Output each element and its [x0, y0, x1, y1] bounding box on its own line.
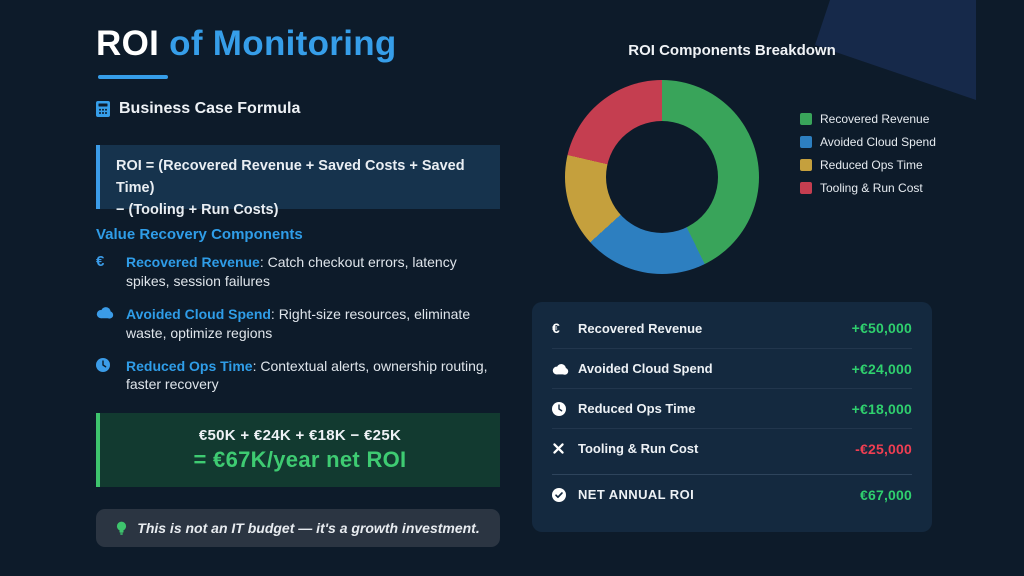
legend-item: Tooling & Run Cost: [800, 181, 936, 195]
page-title-part2: of Monitoring: [159, 24, 397, 63]
cloud-icon: [96, 305, 118, 343]
component-desc: : Catch checkout errors, latency spikes,…: [126, 254, 457, 289]
row-value: +€24,000: [851, 360, 912, 377]
right-column: ROI Components Breakdown Recovered Reven…: [532, 0, 936, 576]
table-row: € Recovered Revenue +€50,000: [552, 308, 912, 348]
legend-label: Reduced Ops Time: [820, 158, 923, 172]
formula-box: ROI = (Recovered Revenue + Saved Costs +…: [96, 145, 500, 218]
page-title: ROI of Monitoring: [96, 24, 397, 64]
legend-swatch: [800, 113, 812, 125]
formula-line2: − (Tooling + Run Costs): [116, 201, 279, 218]
clock-icon: [96, 357, 118, 395]
tools-icon: [552, 442, 578, 455]
row-label: Tooling & Run Cost: [578, 441, 699, 456]
table-row: Tooling & Run Cost -€25,000: [552, 428, 912, 468]
check-circle-icon: [552, 487, 578, 502]
left-column: ROI of Monitoring Business Case Formula …: [96, 0, 500, 576]
legend-swatch: [800, 182, 812, 194]
note-text: This is not an IT budget — it's a growth…: [137, 520, 480, 536]
formula-line1: ROI = (Recovered Revenue + Saved Costs +…: [116, 158, 465, 196]
chart-title: ROI Components Breakdown: [628, 42, 836, 59]
list-item: Avoided Cloud Spend: Right-size resource…: [96, 305, 500, 343]
component-term: Reduced Ops Time: [126, 357, 253, 374]
legend-swatch: [800, 159, 812, 171]
note-box: This is not an IT budget — it's a growth…: [96, 509, 500, 547]
result-expression: €50K + €24K + €18K − €25K: [198, 427, 402, 444]
components-list: € Recovered Revenue: Catch checkout erro…: [96, 253, 500, 408]
legend-label: Tooling & Run Cost: [820, 181, 923, 195]
title-underline: [98, 75, 168, 79]
section-heading: Business Case Formula: [96, 100, 300, 118]
legend-item: Avoided Cloud Spend: [800, 135, 936, 149]
row-label: Reduced Ops Time: [578, 401, 696, 416]
row-label: Avoided Cloud Spend: [578, 361, 713, 376]
clock-icon: [552, 401, 578, 416]
legend-swatch: [800, 136, 812, 148]
table-row: Reduced Ops Time +€18,000: [552, 388, 912, 428]
section-heading-label: Business Case Formula: [119, 100, 301, 117]
row-value: -€25,000: [855, 440, 912, 457]
chart-legend: Recovered Revenue Avoided Cloud Spend Re…: [800, 112, 936, 195]
donut-chart: [565, 80, 759, 274]
euro-icon: €: [96, 253, 105, 270]
row-value: +€18,000: [851, 400, 912, 417]
result-line: = €67K/year net ROI: [193, 447, 407, 472]
page-title-part1: ROI: [96, 24, 160, 63]
components-heading: Value Recovery Components: [96, 226, 303, 243]
euro-icon: €: [552, 320, 560, 336]
calculator-icon: [96, 101, 110, 117]
list-item: € Recovered Revenue: Catch checkout erro…: [96, 253, 500, 291]
lightbulb-icon: [116, 521, 127, 536]
component-desc: : Right-size resources, eliminate waste,…: [126, 305, 471, 341]
row-value: +€50,000: [851, 320, 912, 336]
list-item: Reduced Ops Time: Contextual alerts, own…: [96, 357, 500, 395]
row-label: NET ANNUAL ROI: [578, 487, 695, 502]
legend-item: Recovered Revenue: [800, 112, 936, 126]
roi-table: € Recovered Revenue +€50,000 Avoided Clo…: [532, 302, 932, 532]
donut-hole: [606, 121, 718, 233]
row-label: Recovered Revenue: [578, 320, 703, 336]
row-value: €67,000: [859, 486, 912, 503]
component-term: Avoided Cloud Spend: [126, 305, 271, 322]
result-box: €50K + €24K + €18K − €25K = €67K/year ne…: [96, 413, 500, 487]
legend-label: Recovered Revenue: [820, 112, 930, 126]
component-desc: : Contextual alerts, ownership routing, …: [126, 357, 488, 393]
cloud-icon: [552, 363, 578, 375]
legend-label: Avoided Cloud Spend: [820, 135, 936, 149]
component-term: Recovered Revenue: [126, 254, 260, 270]
table-row-total: NET ANNUAL ROI €67,000: [552, 474, 912, 514]
legend-item: Reduced Ops Time: [800, 158, 936, 172]
table-row: Avoided Cloud Spend +€24,000: [552, 348, 912, 388]
